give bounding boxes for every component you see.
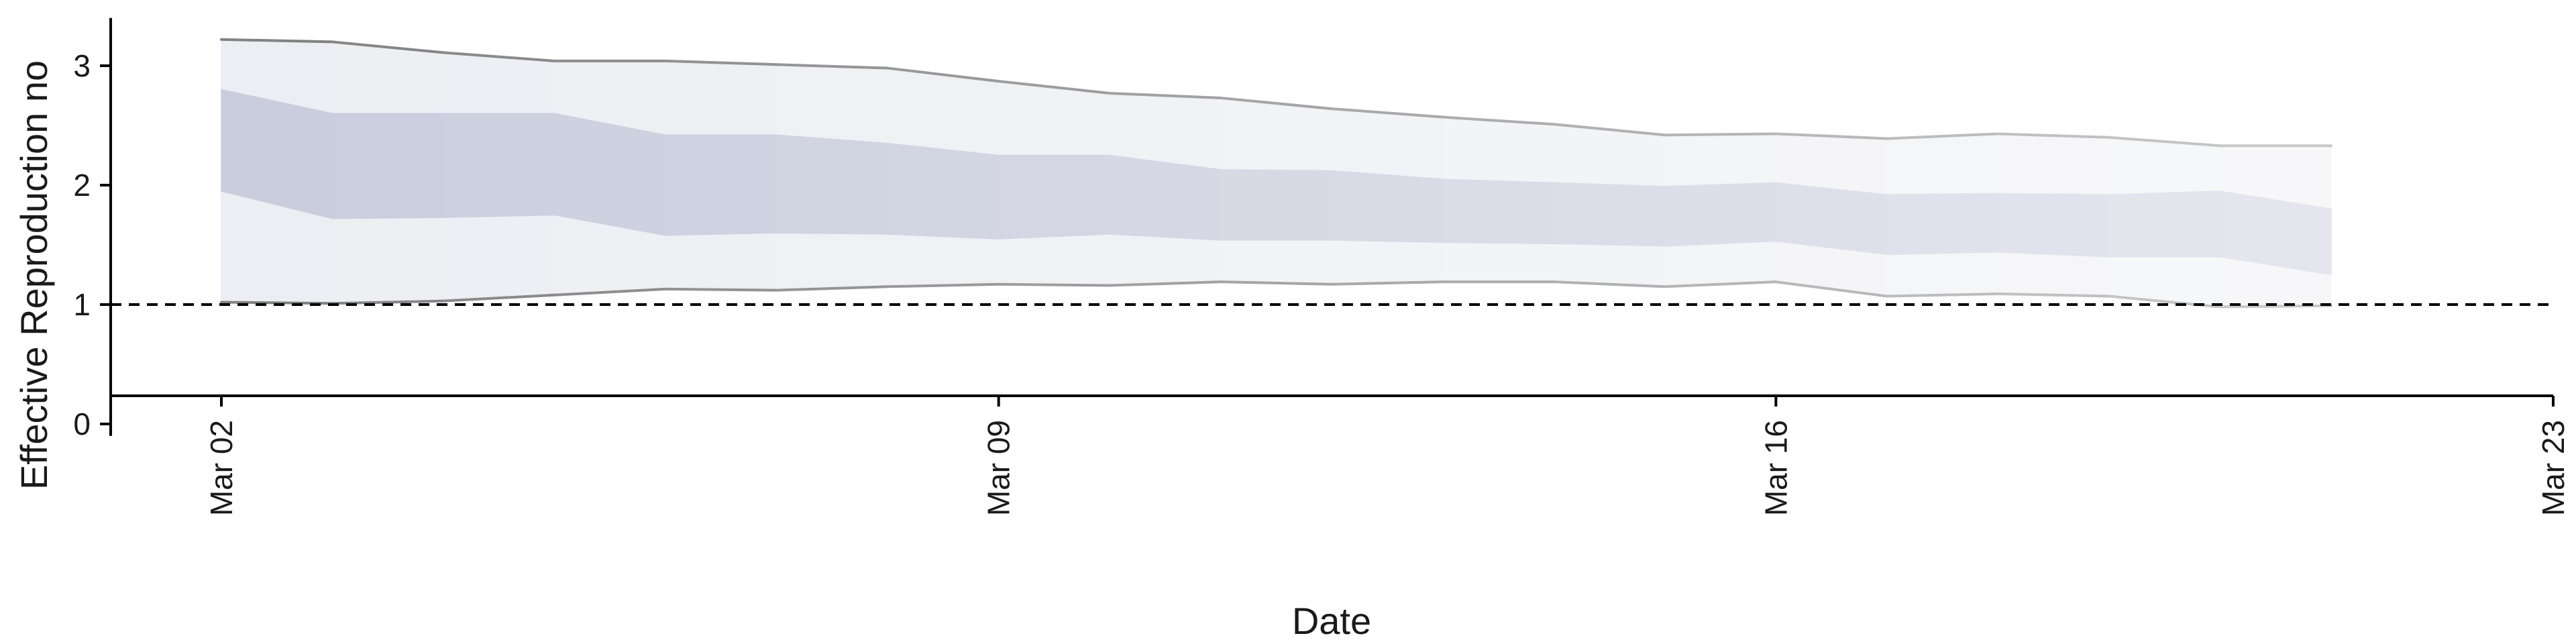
- x-axis: Mar 02 Mar 09 Mar 16 Mar 23: [111, 394, 2571, 516]
- inner-band-segment: [443, 113, 555, 218]
- y-axis-title: Effective Reproduction no: [13, 60, 55, 490]
- inner-band-segment: [2219, 191, 2332, 276]
- upper-bound-line-segment: [1219, 97, 1334, 111]
- upper-bound-line-segment: [331, 40, 445, 54]
- inner-band-segment: [1664, 182, 1777, 247]
- lower-bound-line-segment: [1774, 280, 1888, 298]
- upper-bound-line-segment: [1330, 107, 1444, 119]
- lower-bound-line-segment: [553, 287, 667, 297]
- plot-area: [220, 38, 2332, 309]
- lower-bound-line-segment: [1996, 292, 2110, 298]
- inner-band-segment: [1886, 193, 1999, 255]
- y-tick-label: 2: [73, 168, 91, 203]
- lower-bound-line-segment: [1219, 280, 1334, 286]
- lower-bound-line-segment: [886, 282, 1000, 288]
- upper-bound-line-segment: [1552, 123, 1666, 137]
- inner-band-segment: [887, 142, 1000, 239]
- x-tick-label: Mar 16: [1758, 420, 1793, 516]
- upper-bound-line-segment: [1885, 132, 2000, 140]
- upper-bound-line-segment: [2107, 136, 2222, 148]
- y-tick-label: 1: [73, 287, 91, 322]
- inner-band-segment: [1775, 182, 1888, 256]
- lower-bound-line-segment: [2218, 304, 2332, 309]
- lower-bound-line-segment: [1885, 292, 2000, 298]
- lower-bound-line-segment: [1663, 280, 1778, 288]
- x-tick-label: Mar 09: [981, 420, 1016, 516]
- lower-bound-line-segment: [1330, 280, 1444, 286]
- lower-bound-line-segment: [442, 293, 556, 303]
- y-axis: 0 1 2 3: [73, 17, 112, 441]
- upper-bound-line-segment: [1663, 132, 1778, 137]
- lower-bound-line-segment: [664, 287, 778, 292]
- upper-bound-line-segment: [775, 63, 890, 70]
- x-tick-label: Mar 23: [2536, 420, 2571, 516]
- y-tick-label: 0: [73, 407, 91, 441]
- x-tick-label: Mar 02: [204, 420, 239, 516]
- upper-bound-line-segment: [1108, 91, 1222, 100]
- inner-band-segment: [775, 134, 888, 235]
- inner-band-segment: [331, 113, 444, 219]
- lower-bound-line-segment: [1552, 280, 1666, 288]
- upper-bound-line-segment: [1441, 115, 1556, 126]
- inner-band-segment: [1109, 154, 1222, 241]
- lower-bound-line-segment: [331, 299, 445, 305]
- inner-band-segment: [2108, 191, 2221, 258]
- x-axis-title: Date: [1292, 600, 1371, 642]
- upper-bound-line-segment: [220, 38, 334, 44]
- upper-bound-line-segment: [664, 59, 778, 66]
- lower-bound-line-segment: [220, 301, 334, 305]
- lower-bound-line-segment: [1108, 280, 1222, 287]
- inner-band-segment: [1220, 169, 1332, 241]
- upper-bound-line-segment: [1774, 132, 1888, 140]
- inner-band-segment: [1997, 193, 2110, 258]
- inner-band-segment: [665, 134, 777, 236]
- inner-band-segment: [1442, 178, 1555, 244]
- inner-band-segment: [1553, 182, 1666, 247]
- y-tick-label: 3: [73, 48, 91, 83]
- inner-band-segment: [553, 113, 666, 236]
- upper-bound-line-segment: [886, 66, 1000, 83]
- upper-bound-line-segment: [997, 80, 1112, 95]
- lower-bound-line-segment: [997, 282, 1112, 287]
- inner-band-segment: [998, 154, 1110, 239]
- inner-band-segment: [1331, 170, 1444, 244]
- lower-bound-line-segment: [775, 285, 890, 292]
- upper-bound-line-segment: [1996, 132, 2110, 139]
- upper-bound-line-segment: [442, 51, 556, 62]
